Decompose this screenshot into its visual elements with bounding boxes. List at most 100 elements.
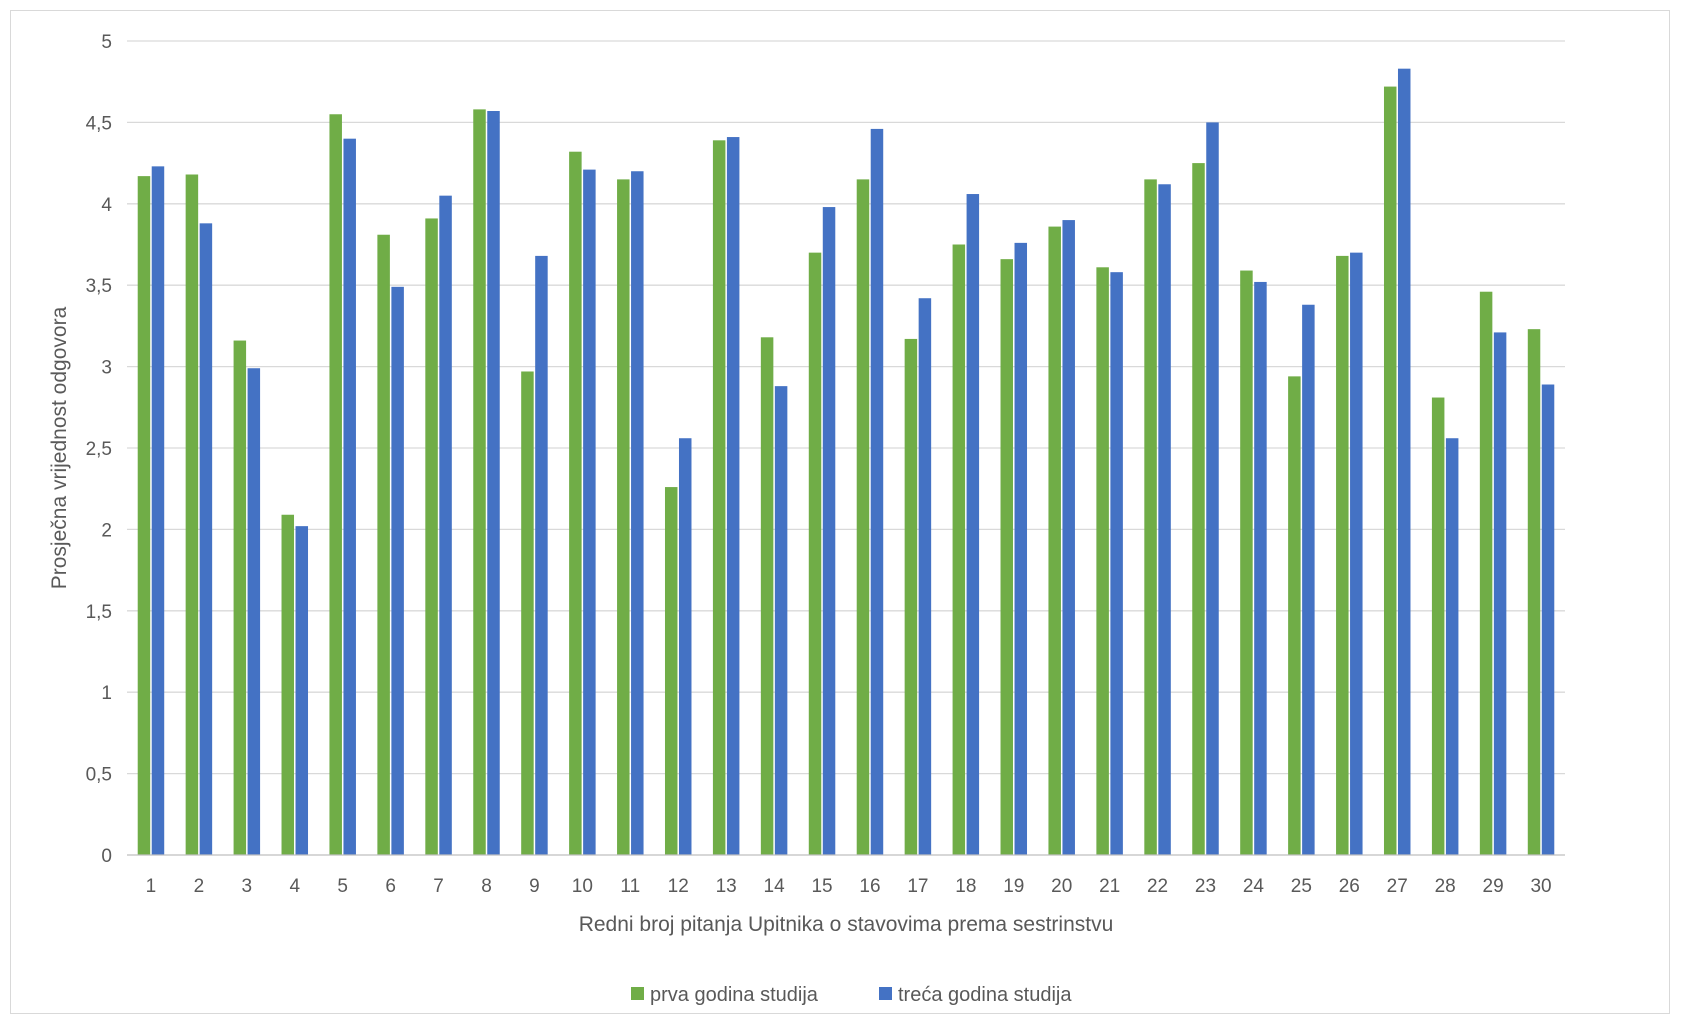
x-tick-label: 14 bbox=[764, 876, 786, 897]
bar-prva-11 bbox=[617, 179, 630, 855]
bar-prva-10 bbox=[569, 151, 582, 856]
bar-treca-1 bbox=[151, 166, 165, 855]
bar-prva-9 bbox=[521, 371, 534, 855]
x-tick-label: 24 bbox=[1243, 876, 1265, 897]
bar-treca-5 bbox=[343, 138, 356, 855]
y-tick-label: 0 bbox=[101, 846, 112, 867]
bar-prva-2 bbox=[185, 174, 199, 856]
legend-swatch-treca bbox=[879, 987, 892, 1000]
bar-treca-21 bbox=[1110, 272, 1123, 855]
x-tick-label: 13 bbox=[716, 876, 737, 897]
bar-prva-28 bbox=[1431, 397, 1445, 855]
x-tick-label: 27 bbox=[1387, 876, 1408, 897]
bar-prva-19 bbox=[1000, 259, 1014, 856]
x-tick-label: 5 bbox=[337, 876, 348, 897]
bar-prva-25 bbox=[1288, 376, 1301, 855]
bar-prva-1 bbox=[137, 176, 151, 855]
y-tick-label: 1,5 bbox=[86, 602, 112, 623]
bar-treca-20 bbox=[1062, 220, 1075, 855]
bars bbox=[137, 68, 1555, 856]
y-tick-label: 4,5 bbox=[86, 113, 112, 134]
x-tick-label: 20 bbox=[1051, 876, 1072, 897]
x-tick-label: 26 bbox=[1339, 876, 1360, 897]
bar-treca-18 bbox=[966, 194, 980, 856]
bar-prva-5 bbox=[329, 114, 342, 855]
bar-treca-10 bbox=[583, 169, 596, 855]
gridlines bbox=[127, 40, 1565, 775]
bar-prva-27 bbox=[1383, 86, 1397, 856]
x-tick-label: 6 bbox=[385, 876, 396, 897]
bar-treca-15 bbox=[822, 207, 836, 855]
bar-treca-4 bbox=[295, 526, 309, 855]
x-tick-label: 21 bbox=[1099, 876, 1120, 897]
bar-prva-12 bbox=[664, 487, 678, 855]
bar-prva-3 bbox=[233, 340, 247, 855]
bar-treca-8 bbox=[487, 111, 500, 855]
bar-prva-17 bbox=[904, 338, 918, 855]
y-tick-label: 3 bbox=[101, 358, 112, 379]
bar-treca-12 bbox=[678, 438, 692, 855]
x-tick-label: 23 bbox=[1195, 876, 1216, 897]
bar-prva-14 bbox=[760, 337, 774, 855]
x-axis-title: Redni broj pitanja Upitnika o stavovima … bbox=[579, 913, 1114, 936]
bar-prva-13 bbox=[712, 140, 726, 856]
bar-treca-22 bbox=[1158, 184, 1171, 856]
x-tick-label: 15 bbox=[811, 876, 832, 897]
x-tick-label: 11 bbox=[620, 876, 640, 897]
x-tick-label: 29 bbox=[1483, 876, 1504, 897]
y-axis-ticks: 0 0,5 1 1,5 2 2,5 3 3,5 4 4,5 5 bbox=[86, 32, 113, 867]
x-axis-ticks: 1 2 3 4 5 6 7 8 9 10 11 12 13 14 15 16 17 18 19 20 21 22 23 24 2… bbox=[146, 876, 1552, 897]
y-tick-label: 3,5 bbox=[86, 276, 112, 297]
y-tick-label: 2,5 bbox=[86, 439, 112, 460]
bar-treca-29 bbox=[1493, 332, 1507, 855]
bar-prva-4 bbox=[281, 514, 295, 855]
x-tick-label: 10 bbox=[572, 876, 593, 897]
x-tick-label: 1 bbox=[146, 876, 157, 897]
y-tick-label: 5 bbox=[101, 32, 112, 53]
legend: prva godina studija treća godina studija bbox=[631, 984, 1072, 1006]
bar-prva-6 bbox=[377, 234, 390, 855]
x-tick-label: 9 bbox=[529, 876, 540, 897]
bar-prva-15 bbox=[808, 252, 822, 855]
bar-treca-30 bbox=[1541, 384, 1555, 855]
legend-label-prva: prva godina studija bbox=[650, 984, 819, 1006]
bar-treca-14 bbox=[774, 386, 788, 855]
x-tick-label: 18 bbox=[955, 876, 976, 897]
bar-treca-23 bbox=[1206, 122, 1219, 855]
bar-treca-28 bbox=[1445, 438, 1459, 855]
bar-treca-6 bbox=[391, 286, 404, 855]
x-tick-label: 28 bbox=[1435, 876, 1456, 897]
x-tick-label: 12 bbox=[668, 876, 689, 897]
bar-treca-17 bbox=[918, 298, 932, 855]
bar-treca-9 bbox=[535, 255, 548, 855]
bar-prva-29 bbox=[1479, 291, 1493, 855]
bar-prva-21 bbox=[1096, 267, 1109, 855]
bar-treca-25 bbox=[1302, 304, 1315, 856]
x-tick-label: 30 bbox=[1530, 876, 1551, 897]
y-tick-label: 4 bbox=[101, 195, 112, 216]
bar-treca-27 bbox=[1397, 68, 1411, 855]
bar-prva-26 bbox=[1336, 255, 1349, 855]
bar-prva-23 bbox=[1192, 163, 1205, 856]
bar-prva-22 bbox=[1144, 179, 1157, 855]
bar-prva-7 bbox=[425, 218, 438, 855]
bar-treca-11 bbox=[631, 171, 644, 856]
bar-prva-18 bbox=[952, 244, 966, 855]
legend-label-treca: treća godina studija bbox=[898, 984, 1072, 1006]
x-tick-label: 16 bbox=[859, 876, 880, 897]
bar-treca-19 bbox=[1014, 242, 1028, 855]
x-tick-label: 17 bbox=[907, 876, 928, 897]
bar-prva-16 bbox=[856, 179, 870, 855]
bar-treca-16 bbox=[870, 128, 884, 856]
bar-treca-26 bbox=[1350, 252, 1363, 855]
y-axis-title: Prosječna vrijednost odgovora bbox=[48, 306, 71, 589]
x-tick-label: 3 bbox=[242, 876, 253, 897]
x-tick-label: 7 bbox=[433, 876, 444, 897]
x-tick-label: 22 bbox=[1147, 876, 1168, 897]
bar-treca-7 bbox=[439, 195, 452, 855]
bar-treca-3 bbox=[247, 368, 261, 855]
x-tick-label: 2 bbox=[194, 876, 205, 897]
bar-treca-24 bbox=[1254, 281, 1267, 856]
x-tick-label: 4 bbox=[289, 876, 300, 897]
